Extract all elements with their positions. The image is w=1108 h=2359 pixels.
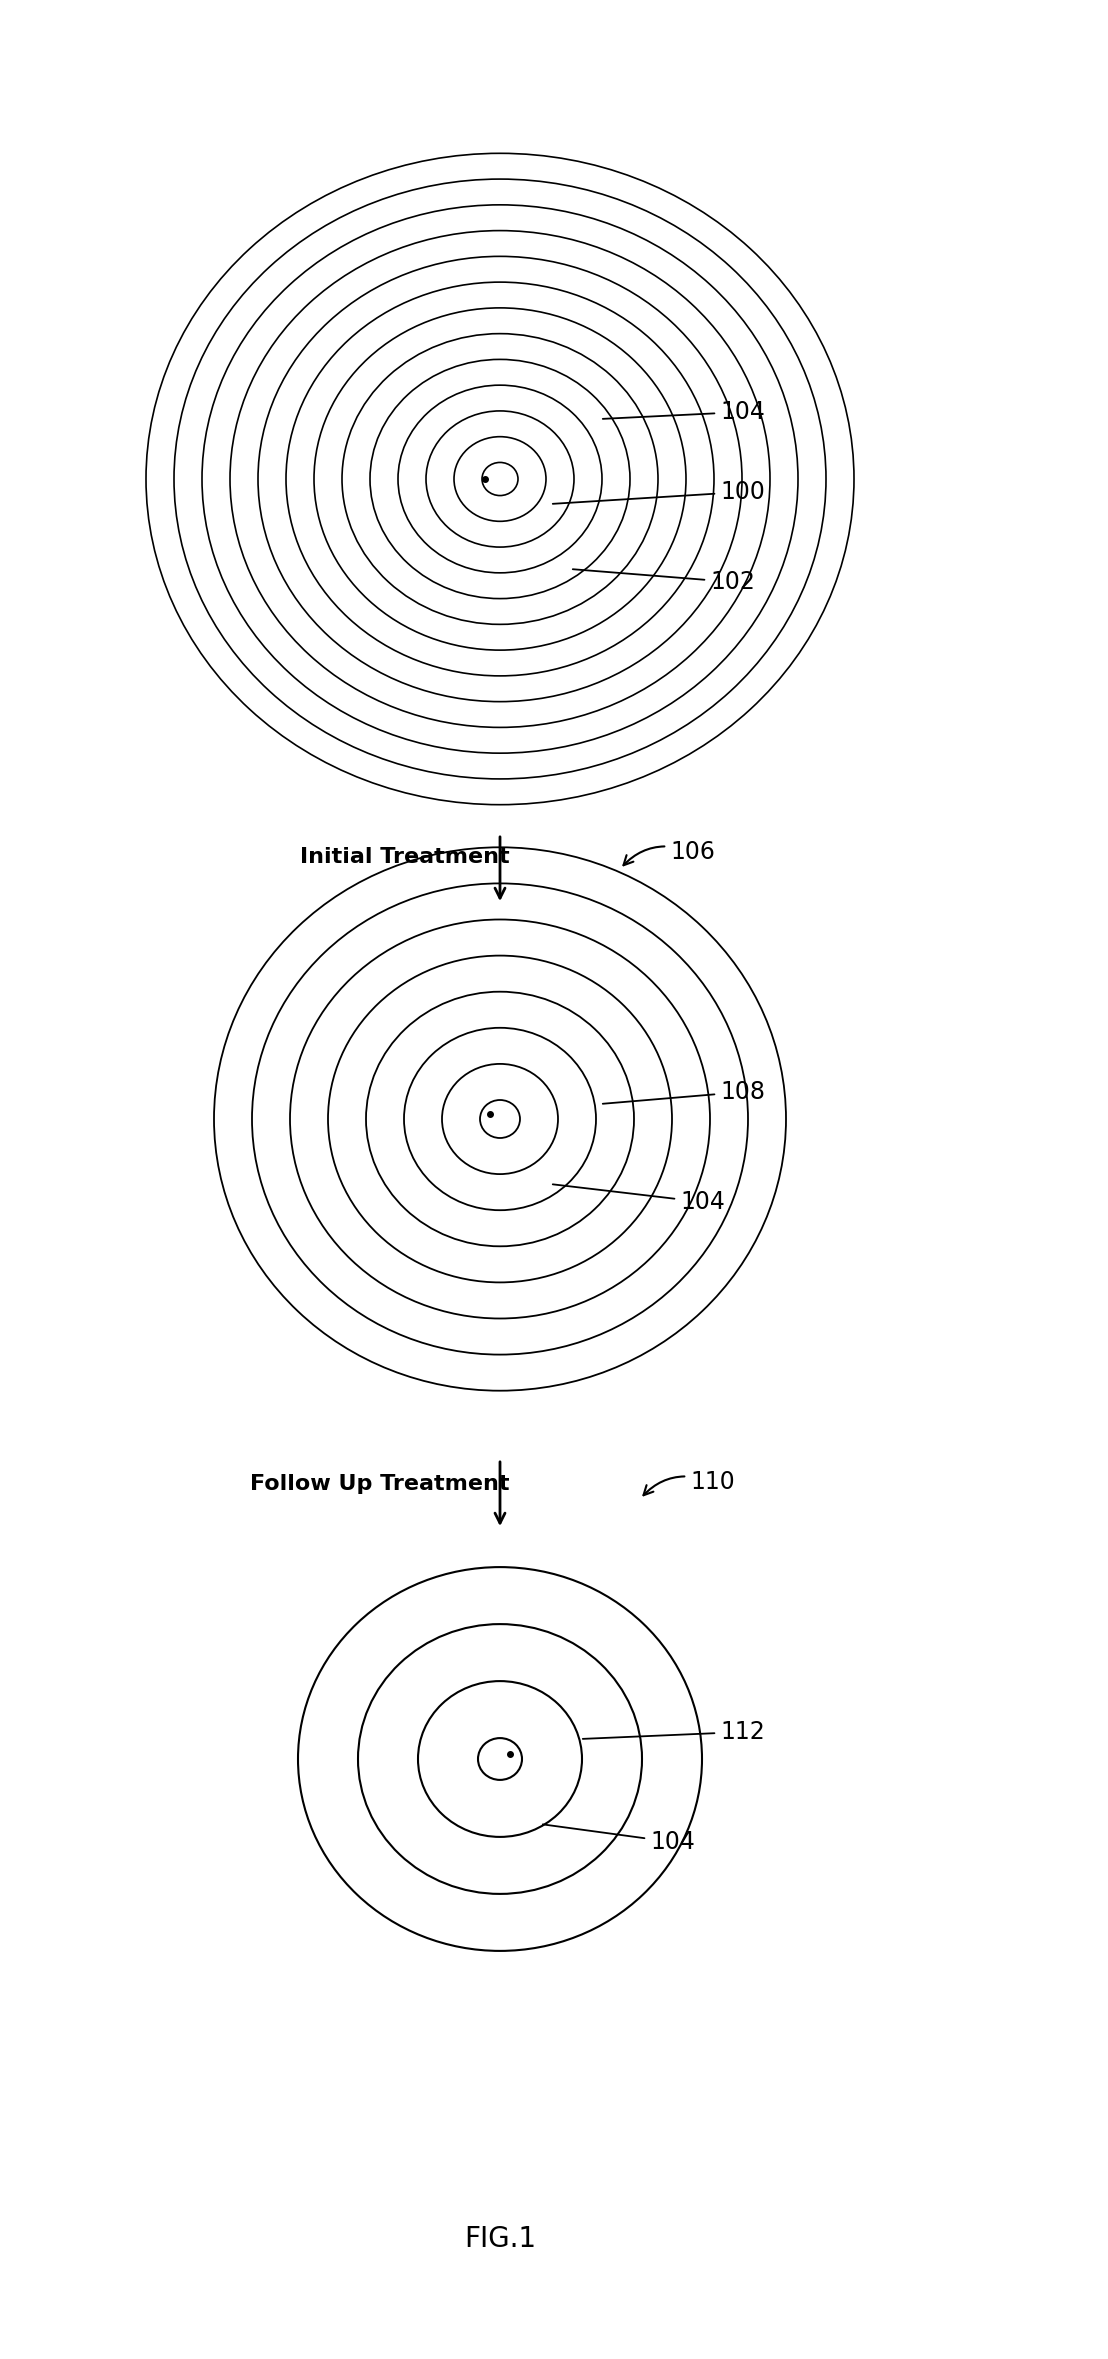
Text: 102: 102 (573, 569, 755, 594)
Text: 104: 104 (553, 1184, 725, 1215)
Text: 104: 104 (603, 401, 765, 425)
Text: 112: 112 (583, 1720, 765, 1743)
Text: 104: 104 (543, 1824, 695, 1854)
Text: 108: 108 (603, 1080, 765, 1104)
Text: FIG.1: FIG.1 (464, 2225, 536, 2253)
Text: 110: 110 (644, 1470, 735, 1496)
Text: Follow Up Treatment: Follow Up Treatment (250, 1474, 510, 1493)
Text: 100: 100 (553, 479, 765, 505)
Text: 106: 106 (624, 840, 715, 866)
Text: Initial Treatment: Initial Treatment (300, 847, 510, 868)
